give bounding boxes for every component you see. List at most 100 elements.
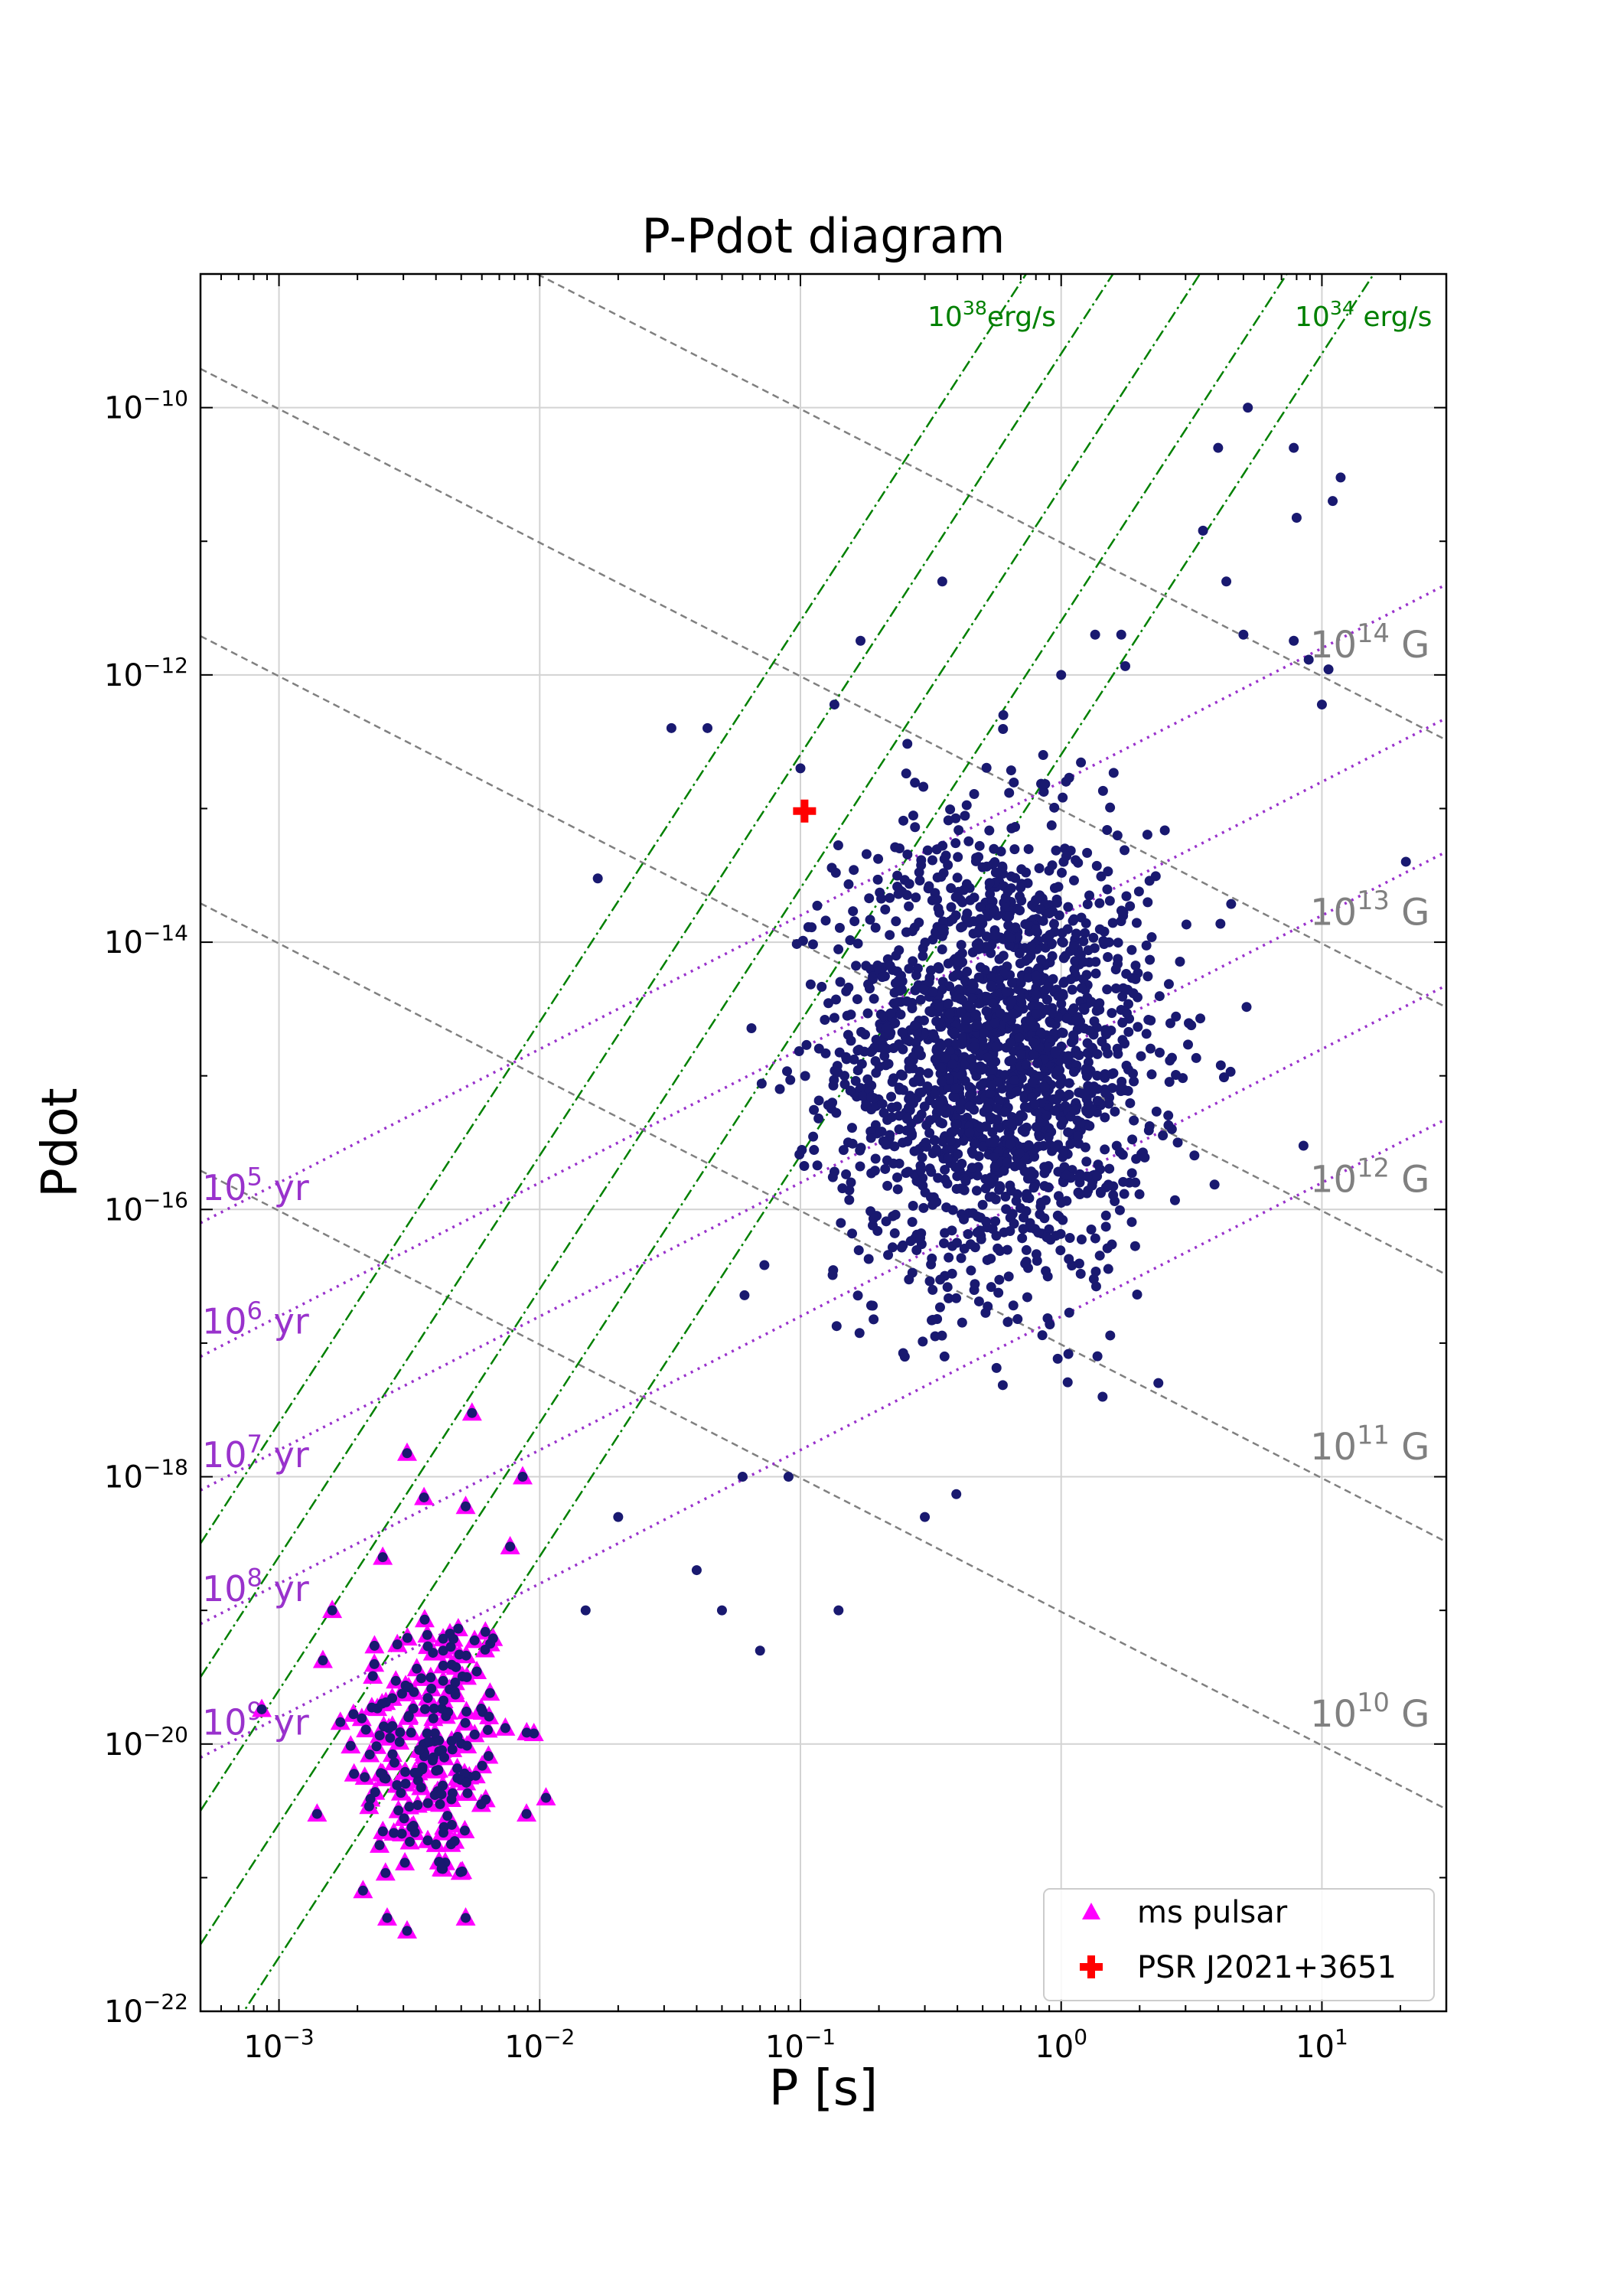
pulsar-point bbox=[395, 1727, 406, 1737]
pulsar-point bbox=[852, 1065, 863, 1075]
pulsar-point bbox=[870, 1056, 881, 1067]
pulsar-point bbox=[957, 897, 968, 908]
pulsar-point bbox=[1107, 1008, 1117, 1019]
pulsar-point bbox=[946, 902, 957, 912]
pulsar-point bbox=[1003, 1271, 1014, 1282]
pulsar-point bbox=[1123, 1085, 1133, 1096]
pulsar-point bbox=[1064, 1078, 1074, 1088]
pulsar-point bbox=[1031, 895, 1041, 905]
pulsar-point bbox=[540, 1792, 551, 1803]
pulsar-point bbox=[1049, 1105, 1060, 1116]
pulsar-point bbox=[419, 1704, 430, 1714]
b-field-line bbox=[200, 634, 1446, 1276]
pulsar-point bbox=[467, 1407, 478, 1418]
pulsar-point bbox=[885, 1008, 896, 1019]
edot-line bbox=[200, 274, 1028, 1544]
pulsar-point bbox=[976, 1065, 987, 1075]
pulsar-point bbox=[1048, 1008, 1058, 1019]
age-label: 109 yr bbox=[202, 1697, 309, 1743]
pulsar-point bbox=[1105, 802, 1116, 813]
pulsar-point bbox=[969, 788, 980, 799]
pulsar-point bbox=[940, 1053, 951, 1064]
pulsar-point bbox=[983, 1301, 993, 1312]
pulsar-point bbox=[1028, 1182, 1039, 1193]
pulsar-point bbox=[1132, 1289, 1143, 1300]
pulsar-point bbox=[1078, 957, 1089, 967]
b-field-label: 1011 G bbox=[1310, 1420, 1429, 1469]
pulsar-point bbox=[1053, 882, 1064, 892]
pulsar-point bbox=[1078, 936, 1089, 947]
pulsar-point bbox=[1102, 984, 1113, 995]
pulsar-point bbox=[954, 993, 965, 1004]
pulsar-point bbox=[878, 1107, 889, 1118]
pulsar-point bbox=[1172, 1137, 1183, 1148]
pulsar-point bbox=[924, 1276, 935, 1287]
pulsar-point bbox=[404, 1802, 415, 1812]
pulsar-point bbox=[1009, 1075, 1020, 1085]
pulsar-point bbox=[1005, 1037, 1015, 1048]
pulsar-point bbox=[360, 1772, 370, 1782]
pulsar-point bbox=[483, 1724, 494, 1735]
pulsar-point bbox=[1120, 845, 1130, 856]
pulsar-point bbox=[808, 1131, 819, 1142]
pulsar-point bbox=[1289, 442, 1299, 453]
pulsar-point bbox=[1092, 1351, 1103, 1362]
pulsar-point bbox=[1058, 937, 1068, 947]
pulsar-point bbox=[1012, 1314, 1023, 1325]
pulsar-point bbox=[1068, 941, 1079, 951]
pulsar-point bbox=[1102, 1243, 1113, 1254]
pulsar-point bbox=[950, 838, 961, 849]
pulsar-point bbox=[988, 1137, 999, 1148]
pulsar-point bbox=[871, 1035, 882, 1045]
pulsar-point bbox=[1062, 1377, 1073, 1388]
pulsar-point bbox=[400, 1766, 411, 1777]
pulsar-point bbox=[1094, 924, 1105, 934]
pulsar-point bbox=[424, 1737, 435, 1747]
pulsar-point bbox=[1070, 1016, 1081, 1026]
pulsar-point bbox=[394, 1737, 405, 1747]
pulsar-point bbox=[904, 901, 914, 912]
legend-target-marker bbox=[1080, 1955, 1103, 1978]
pulsar-point bbox=[971, 1186, 982, 1196]
pulsar-point bbox=[994, 954, 1005, 964]
pulsar-point bbox=[1097, 1391, 1108, 1402]
pulsar-point bbox=[943, 1082, 953, 1093]
pulsar-point bbox=[995, 1008, 1006, 1019]
pulsar-point bbox=[439, 1752, 450, 1763]
y-tick-label: 10−18 bbox=[104, 1455, 188, 1495]
pulsar-point bbox=[1102, 884, 1113, 895]
pulsar-point bbox=[996, 846, 1006, 857]
pulsar-point bbox=[994, 1274, 1005, 1285]
pulsar-point bbox=[915, 1165, 926, 1176]
pulsar-point bbox=[433, 1765, 444, 1776]
pulsar-point bbox=[1048, 918, 1059, 929]
pulsar-point bbox=[389, 1828, 399, 1838]
pulsar-point bbox=[964, 1090, 975, 1101]
pulsar-point bbox=[1040, 779, 1051, 790]
pulsar-point bbox=[947, 1268, 957, 1279]
pulsar-point bbox=[964, 1101, 975, 1112]
pulsar-point bbox=[1028, 1037, 1038, 1048]
pulsar-point bbox=[1100, 1144, 1110, 1155]
pulsar-point bbox=[666, 722, 676, 733]
pulsar-point bbox=[999, 1107, 1010, 1117]
pulsar-point bbox=[1084, 1120, 1095, 1131]
pulsar-point bbox=[901, 1114, 912, 1124]
pulsar-point bbox=[896, 970, 907, 981]
pulsar-point bbox=[1051, 1231, 1061, 1241]
pulsar-point bbox=[483, 1750, 494, 1761]
pulsar-point bbox=[1136, 1051, 1146, 1062]
pulsar-point bbox=[931, 1144, 941, 1155]
pulsar-point bbox=[957, 1070, 967, 1081]
pulsar-point bbox=[436, 1789, 447, 1800]
pulsar-point bbox=[1116, 629, 1126, 640]
pulsar-point bbox=[756, 1078, 767, 1089]
pulsar-point bbox=[855, 1145, 865, 1156]
pulsar-point bbox=[450, 1689, 461, 1700]
pulsar-point bbox=[956, 940, 966, 951]
pulsar-point bbox=[318, 1655, 328, 1666]
pulsar-point bbox=[1141, 940, 1152, 951]
pulsar-point bbox=[1130, 960, 1141, 971]
pulsar-point bbox=[1400, 856, 1411, 867]
